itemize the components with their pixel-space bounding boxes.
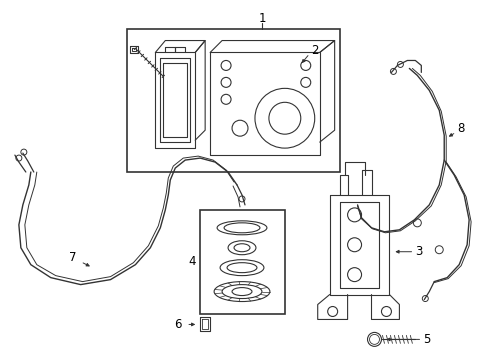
Text: 7: 7 [69, 251, 76, 264]
Text: 1: 1 [258, 12, 265, 25]
Text: 3: 3 [415, 245, 422, 258]
Circle shape [367, 332, 381, 346]
Text: 8: 8 [457, 122, 464, 135]
Text: 4: 4 [188, 255, 196, 268]
Text: 6: 6 [174, 318, 182, 331]
Text: 5: 5 [423, 333, 430, 346]
Bar [200, 210, 285, 315]
Text: 2: 2 [310, 44, 318, 57]
Bar [127, 28, 339, 172]
